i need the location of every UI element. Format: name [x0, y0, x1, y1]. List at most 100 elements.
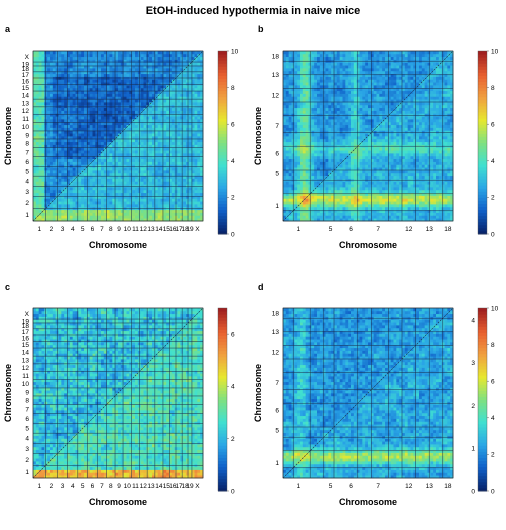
y-axis-label: Chromosome — [3, 107, 13, 165]
x-tick-label: 12 — [405, 226, 413, 233]
colorbar-tick-label: 0 — [491, 488, 495, 495]
plot-frame — [282, 307, 454, 479]
x-tick-label: 11 — [132, 226, 139, 233]
x-tick-label: 5 — [81, 226, 85, 233]
y-tick-label: 8 — [25, 397, 29, 404]
x-tick-label: 3 — [61, 483, 65, 490]
x-tick-label: 18 — [181, 483, 189, 490]
x-tick-label: 6 — [91, 483, 95, 490]
colorbar-left-tick-label: 0 — [471, 488, 475, 495]
x-axis-label: Chromosome — [339, 240, 397, 250]
y-tick-label: 15 — [22, 85, 30, 92]
colorbar-tick-label: 10 — [491, 305, 499, 312]
heatmap-panel-b: 1 5 6 7 12 13 18 1 5 6 7 12 13 18 Chromosome Chromosome… — [253, 24, 499, 250]
y-tick-label: 18 — [272, 310, 280, 317]
x-tick-label: 1 — [296, 483, 300, 490]
x-tick-label: 9 — [117, 226, 121, 233]
colorbar-tick-label: 4 — [491, 158, 495, 165]
colorbar-left-tick-label: 3 — [471, 360, 475, 367]
colorbar-tick-label: 4 — [231, 384, 235, 391]
colorbar-tick-label: 4 — [231, 158, 235, 165]
y-tick-label: 19 — [22, 318, 30, 325]
y-tick-label: 7 — [275, 380, 279, 387]
colorbar-tick-label: 6 — [491, 379, 495, 386]
colorbar-tick-label: 2 — [231, 195, 235, 202]
y-tick-label: X — [25, 54, 30, 61]
plot-frame — [32, 307, 204, 479]
y-axis-label: Chromosome — [253, 107, 263, 165]
colorbar-frame — [217, 307, 228, 492]
colorbar-left-tick-label: 1 — [471, 446, 475, 453]
y-tick-label: 12 — [272, 350, 280, 357]
x-tick-label: 7 — [376, 483, 380, 490]
x-tick-label: 5 — [329, 226, 333, 233]
y-tick-label: 12 — [272, 93, 280, 100]
diagonal-line — [282, 50, 454, 222]
colorbar-frame — [217, 50, 228, 235]
x-tick-label: X — [195, 226, 200, 233]
x-tick-label: 12 — [140, 483, 148, 490]
y-tick-label: 13 — [272, 329, 280, 336]
colorbar-left-tick-label: 2 — [471, 403, 475, 410]
x-tick-label: 15 — [163, 483, 171, 490]
x-tick-label: 6 — [349, 226, 353, 233]
x-tick-label: 18 — [444, 226, 452, 233]
diagonal-line — [282, 307, 454, 479]
y-tick-label: 10 — [22, 124, 30, 131]
y-tick-label: 10 — [22, 381, 30, 388]
x-tick-label: 13 — [147, 226, 155, 233]
colorbar-tick-label: 2 — [231, 436, 235, 443]
x-axis-label: Chromosome — [89, 240, 147, 250]
y-tick-label: 1 — [25, 212, 29, 219]
colorbar-frame — [477, 50, 488, 235]
y-tick-label: X — [25, 311, 30, 318]
y-tick-label: 14 — [22, 349, 30, 356]
y-tick-label: 5 — [275, 428, 279, 435]
y-tick-label: 13 — [22, 100, 30, 107]
colorbar-tick-label: 6 — [491, 122, 495, 129]
y-tick-label: 1 — [275, 203, 279, 210]
x-tick-label: 9 — [117, 483, 121, 490]
chromosome-grid — [32, 307, 204, 479]
x-tick-label: 18 — [444, 483, 452, 490]
x-tick-label: 16 — [169, 483, 177, 490]
y-tick-label: 7 — [25, 149, 29, 156]
x-tick-label: 13 — [426, 226, 434, 233]
y-tick-label: 16 — [22, 335, 30, 342]
y-tick-label: 1 — [275, 460, 279, 467]
y-tick-label: 6 — [275, 407, 279, 414]
y-tick-label: 4 — [25, 179, 29, 186]
x-tick-label: 16 — [169, 226, 177, 233]
y-tick-label: 5 — [275, 171, 279, 178]
y-tick-label: 11 — [22, 116, 29, 123]
colorbar-frame — [477, 307, 488, 492]
x-tick-label: 5 — [81, 483, 85, 490]
x-tick-label: 4 — [71, 483, 75, 490]
y-tick-label: 4 — [25, 436, 29, 443]
y-tick-label: 6 — [25, 159, 29, 166]
x-tick-label: 14 — [155, 226, 163, 233]
x-tick-label: 10 — [124, 483, 132, 490]
x-tick-label: 1 — [37, 226, 41, 233]
y-tick-label: 5 — [25, 426, 29, 433]
x-tick-label: 19 — [186, 226, 194, 233]
colorbar-tick-label: 8 — [491, 85, 495, 92]
y-tick-label: 3 — [25, 189, 29, 196]
y-tick-label: 1 — [25, 469, 29, 476]
y-tick-label: 9 — [25, 132, 29, 139]
panel-letter: c — [5, 282, 10, 292]
colorbar: 0 2 4 6 8 10 — [217, 48, 239, 238]
x-tick-label: 13 — [147, 483, 155, 490]
panel-letter: d — [258, 282, 264, 292]
colorbar: 0 2 4 6 8 10 — [477, 48, 499, 238]
x-tick-label: 12 — [140, 226, 148, 233]
plot-frame — [32, 50, 204, 222]
y-tick-label: 7 — [275, 123, 279, 130]
y-tick-label: 18 — [22, 323, 30, 330]
colorbar-tick-label: 10 — [491, 48, 499, 55]
diagonal-line — [32, 307, 204, 479]
x-tick-label: 2 — [50, 226, 54, 233]
